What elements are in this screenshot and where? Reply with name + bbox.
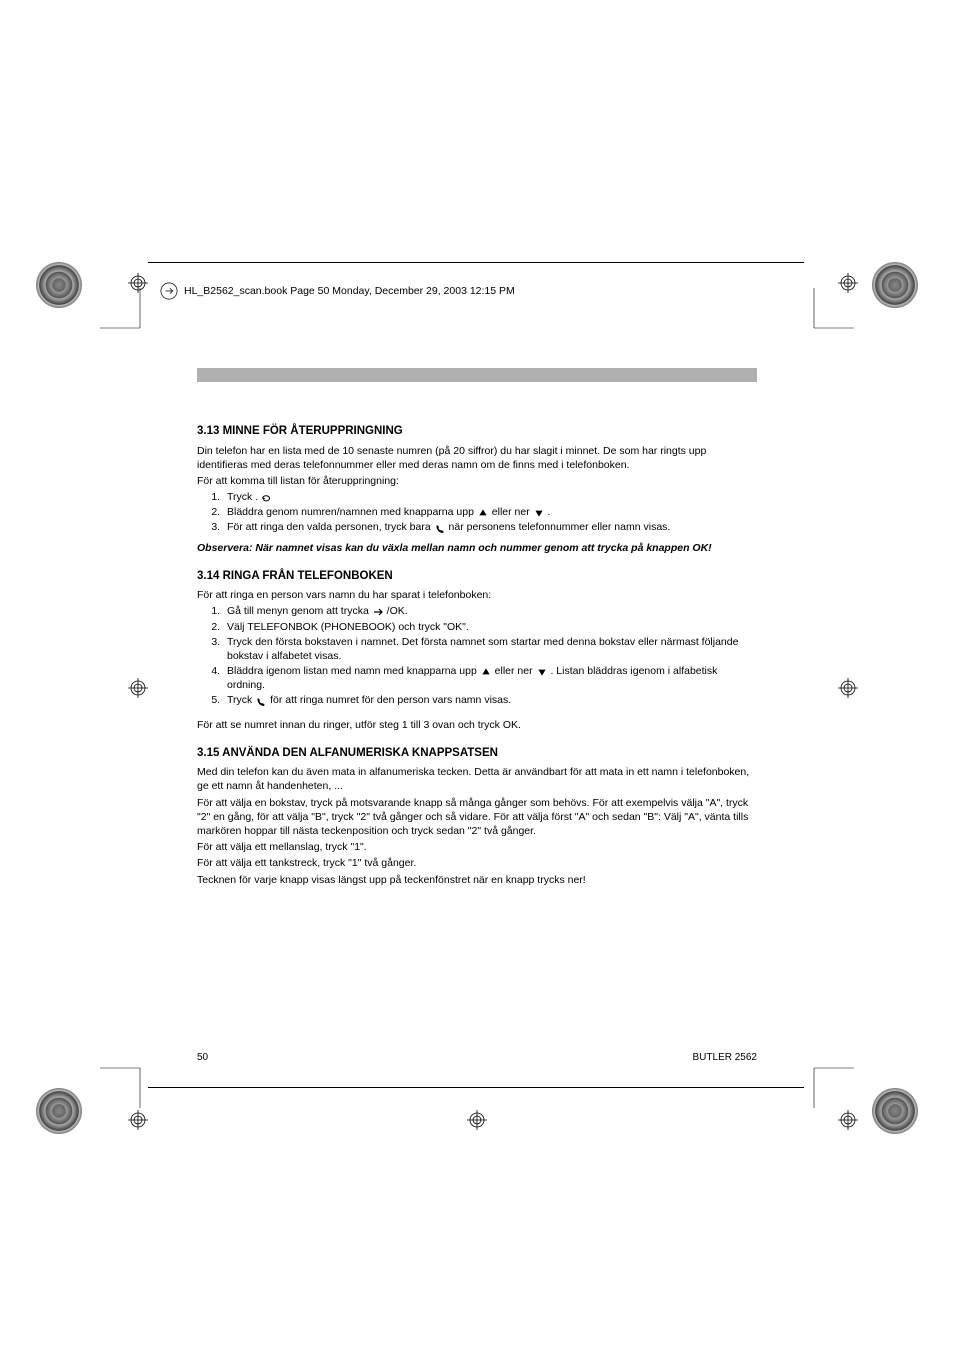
call-icon xyxy=(255,696,267,706)
registration-center-bottom xyxy=(467,1110,487,1130)
page-content: 3.13 MINNE FÖR ÅTERUPPRINGNING Din telef… xyxy=(197,410,757,889)
rosette-bl xyxy=(36,1088,82,1134)
page-footer: 50 BUTLER 2562 xyxy=(197,1052,757,1063)
call-icon xyxy=(434,523,446,533)
section-314-intro: För att ringa en person vars namn du har… xyxy=(197,588,757,602)
section-315-p2: För att välja en bokstav, tryck på motsv… xyxy=(197,796,757,839)
list-item: Tryck för att ringa numret för den perso… xyxy=(223,693,757,707)
crop-tr xyxy=(804,288,854,338)
gray-bar xyxy=(197,368,757,382)
registration-left xyxy=(128,678,148,698)
section-315-p3: För att välja ett mellanslag, tryck "1". xyxy=(197,840,757,854)
crop-bl xyxy=(100,1058,150,1108)
registration-right-top2 xyxy=(838,273,858,293)
page-number: 50 xyxy=(197,1052,208,1063)
registration-right xyxy=(838,678,858,698)
registration-left-bottom xyxy=(128,1110,148,1130)
list-item: Tryck . xyxy=(223,490,757,504)
section-314-title: 3.14 RINGA FRÅN TELEFONBOKEN xyxy=(197,569,757,585)
registration-left-top2 xyxy=(128,273,148,293)
crop-tl xyxy=(100,288,150,338)
down-triangle-icon xyxy=(533,507,545,517)
section-313-title: 3.13 MINNE FÖR ÅTERUPPRINGNING xyxy=(197,424,757,440)
section-314-after: För att se numret innan du ringer, utför… xyxy=(197,718,757,732)
section-313-intro1: Din telefon har en lista med de 10 senas… xyxy=(197,444,757,472)
list-item: Bläddra genom numren/namnen med knapparn… xyxy=(223,505,757,519)
rosette-tl xyxy=(36,262,82,308)
list-item: Bläddra igenom listan med namn med knapp… xyxy=(223,664,757,692)
section-313-intro2: För att komma till listan för återupprin… xyxy=(197,474,757,488)
registration-right-bottom xyxy=(838,1110,858,1130)
list-item: För att ringa den valda personen, tryck … xyxy=(223,520,757,534)
crop-br xyxy=(804,1058,854,1108)
section-315-p1: Med din telefon kan du även mata in alfa… xyxy=(197,765,757,793)
list-item: Gå till menyn genom att trycka /OK. xyxy=(223,604,757,618)
list-item: Tryck den första bokstaven i namnet. Det… xyxy=(223,635,757,663)
section-315-p4: För att välja ett tankstreck, tryck "1" … xyxy=(197,856,757,870)
section-314-list: Gå till menyn genom att trycka /OK. Välj… xyxy=(223,604,757,707)
rosette-br xyxy=(872,1088,918,1134)
model-label: BUTLER 2562 xyxy=(693,1052,757,1063)
section-315-p5: Tecknen för varje knapp visas längst upp… xyxy=(197,873,757,887)
up-triangle-icon xyxy=(477,507,489,517)
menu-icon xyxy=(372,607,384,617)
section-313-note: Observera: När namnet visas kan du växla… xyxy=(197,541,757,555)
section-315-title: 3.15 ANVÄNDA DEN ALFANUMERISKA KNAPPSATS… xyxy=(197,746,757,762)
section-313-list: Tryck . Bläddra genom numren/namnen med … xyxy=(223,490,757,535)
down-triangle-icon xyxy=(536,666,548,676)
redial-icon xyxy=(261,492,273,502)
rosette-tr xyxy=(872,262,918,308)
list-item: Välj TELEFONBOK (PHONEBOOK) och tryck "O… xyxy=(223,620,757,634)
up-triangle-icon xyxy=(480,666,492,676)
